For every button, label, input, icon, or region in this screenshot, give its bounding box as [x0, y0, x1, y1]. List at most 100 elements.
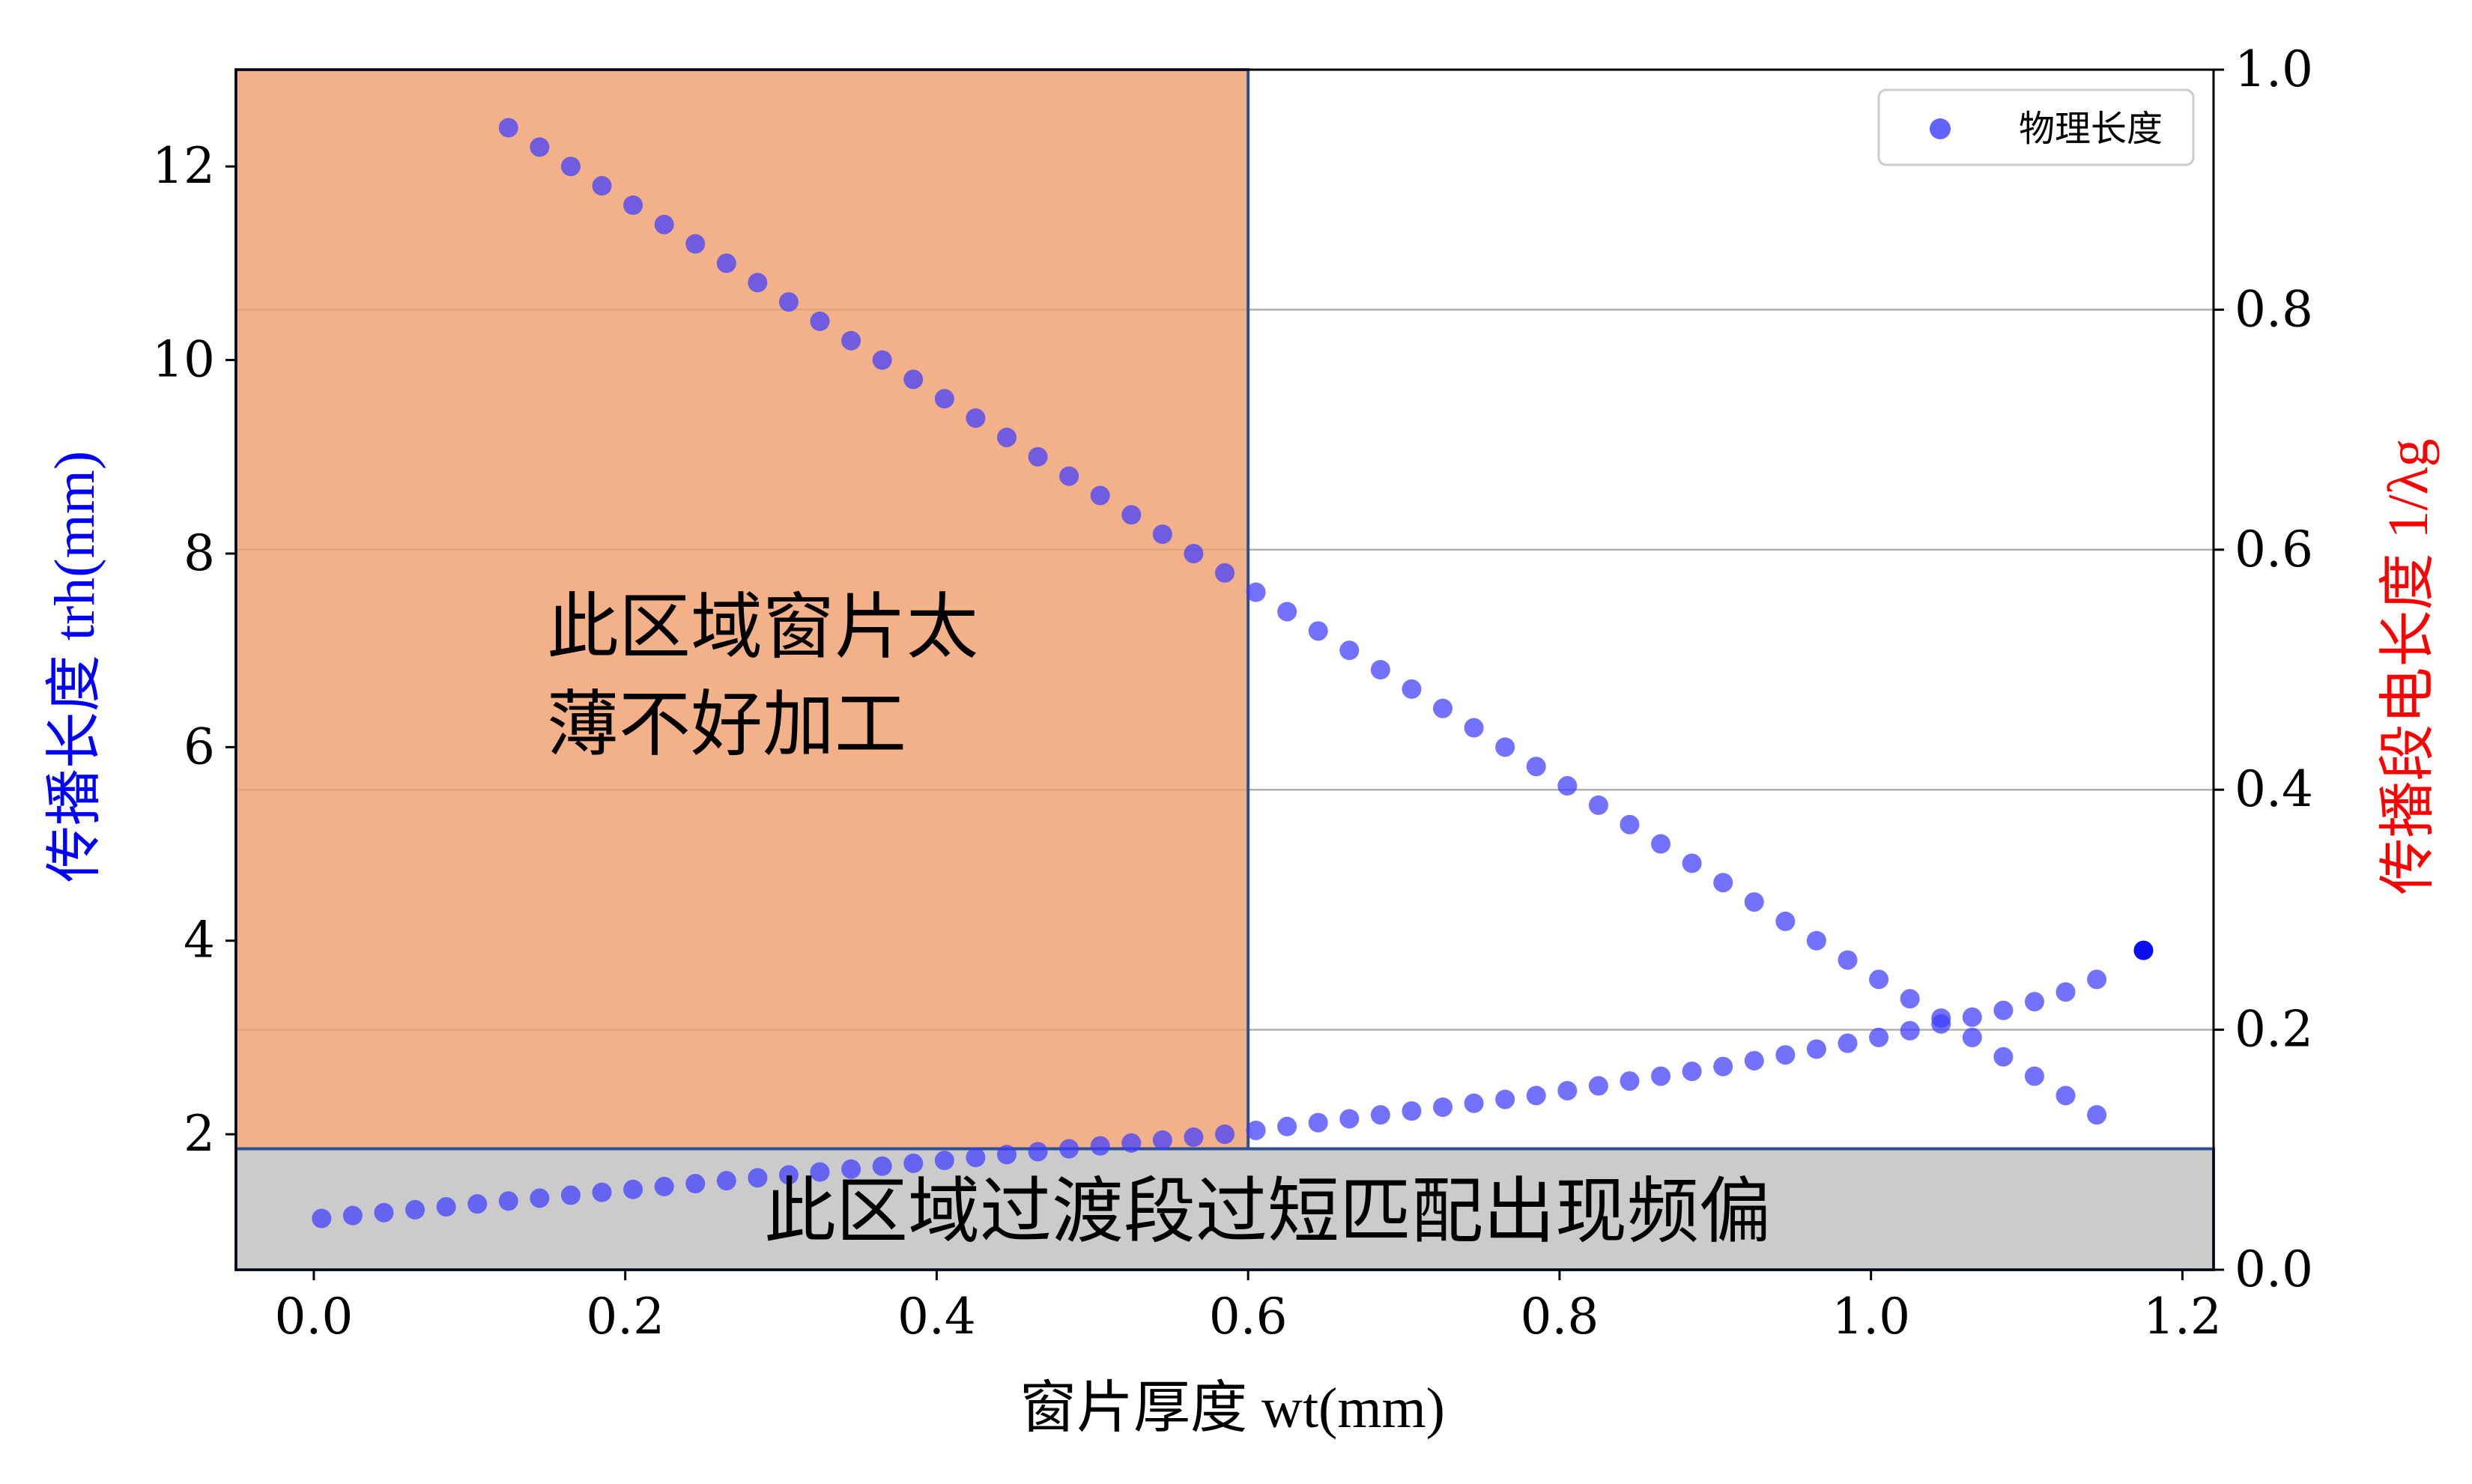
data-point: [1215, 563, 1235, 583]
y-right-tick-label: 0.4: [2235, 760, 2313, 818]
data-point: [2056, 1085, 2076, 1106]
data-point: [2087, 1105, 2107, 1125]
data-point: [1931, 1008, 1951, 1029]
data-point: [1775, 1045, 1796, 1065]
data-point: [498, 1191, 518, 1211]
right-axis-label: 传播段电长度 1/λg: [2377, 439, 2440, 895]
data-point: [1495, 1089, 1515, 1109]
data-point: [841, 330, 861, 351]
x-tick-label: 0.0: [274, 1288, 353, 1345]
data-point: [1713, 873, 1733, 893]
region-thin-window: [234, 68, 1250, 1151]
data-point: [560, 1185, 581, 1205]
data-point: [685, 1174, 706, 1194]
x-axis-label: 窗片厚度 wt(mm): [1020, 1377, 1445, 1440]
data-point: [1277, 1116, 1297, 1136]
data-point: [1433, 698, 1453, 718]
data-point: [996, 1145, 1017, 1165]
data-point: [1121, 505, 1142, 525]
data-point: [1152, 1130, 1172, 1150]
region-lower-label: 此区域过渡段过短匹配出现频偏: [764, 1169, 1771, 1253]
data-point: [623, 1179, 643, 1199]
data-point: [654, 214, 674, 234]
data-point: [1308, 1112, 1328, 1133]
legend-label: 物理长度: [2019, 108, 2163, 150]
data-point: [1402, 1101, 1422, 1121]
data-point: [810, 311, 830, 331]
data-point: [1993, 1047, 2014, 1067]
data-point: [654, 1176, 674, 1196]
data-point: [1620, 814, 1640, 835]
data-point: [966, 1148, 986, 1168]
y-right-tick-label: 0.0: [2235, 1241, 2313, 1298]
x-tick-label: 0.2: [586, 1288, 664, 1345]
data-point: [1557, 1080, 1578, 1100]
y-left-tick-label: 12: [152, 137, 215, 195]
data-point: [1059, 1139, 1079, 1159]
y-right-tick-label: 1.0: [2235, 40, 2313, 98]
data-point: [1588, 795, 1608, 815]
data-point: [1526, 1085, 1546, 1106]
regions: [234, 68, 2215, 1271]
data-point: [2056, 982, 2076, 1002]
data-point: [560, 157, 581, 177]
data-point: [1246, 1120, 1266, 1140]
data-point: [1651, 834, 1671, 854]
data-point: [1962, 1027, 1982, 1047]
data-point: [1495, 737, 1515, 757]
data-point: [872, 350, 892, 370]
data-point: [1806, 1039, 1826, 1059]
data-point: [498, 118, 518, 138]
data-point: [1464, 718, 1484, 738]
data-point: [1557, 776, 1578, 796]
data-point: [748, 1168, 768, 1188]
data-point: [716, 1171, 736, 1191]
data-point: [1370, 1105, 1390, 1125]
data-point: [934, 389, 954, 409]
data-point: [1339, 1109, 1360, 1129]
data-point: [1588, 1076, 1608, 1096]
data-point: [1838, 1033, 1858, 1053]
data-point: [405, 1199, 425, 1220]
data-point: [1775, 911, 1796, 931]
data-point: [2133, 940, 2154, 960]
data-point: [1900, 1020, 1920, 1041]
data-point: [966, 408, 986, 428]
data-point: [530, 1188, 550, 1208]
data-point: [1900, 989, 1920, 1009]
data-point: [1339, 640, 1360, 661]
data-point: [1433, 1097, 1453, 1117]
data-point: [1713, 1056, 1733, 1076]
legend-box: [1877, 88, 2195, 166]
data-point: [841, 1159, 861, 1179]
data-point: [1651, 1066, 1671, 1086]
data-point: [716, 253, 736, 273]
data-point: [1277, 602, 1297, 622]
data-point: [778, 292, 799, 312]
data-point: [592, 1182, 612, 1202]
data-point: [1308, 621, 1328, 641]
legend-marker: [1930, 118, 1951, 139]
data-point: [1090, 1136, 1110, 1156]
data-point: [2087, 969, 2107, 990]
left-axis-label: 传播长度 trh(mm): [43, 451, 106, 882]
data-point: [1838, 950, 1858, 970]
data-point: [1962, 1007, 1982, 1027]
data-point: [374, 1202, 394, 1223]
data-point: [1090, 485, 1110, 506]
data-point: [342, 1205, 363, 1226]
x-tick-label: 1.0: [1832, 1288, 1910, 1345]
region-upper-label-line1: 此区域窗片太: [547, 585, 978, 669]
y-right-tick-label: 0.6: [2235, 521, 2313, 578]
data-point: [1869, 969, 1889, 990]
data-point: [1402, 679, 1422, 699]
data-point: [1682, 1061, 1702, 1082]
data-point: [778, 1165, 799, 1185]
data-point: [1620, 1071, 1640, 1091]
data-point: [903, 369, 924, 390]
data-point: [810, 1162, 830, 1182]
data-point: [1744, 1050, 1764, 1070]
y-left-tick-label: 8: [184, 524, 215, 582]
data-points: [312, 118, 2154, 1229]
